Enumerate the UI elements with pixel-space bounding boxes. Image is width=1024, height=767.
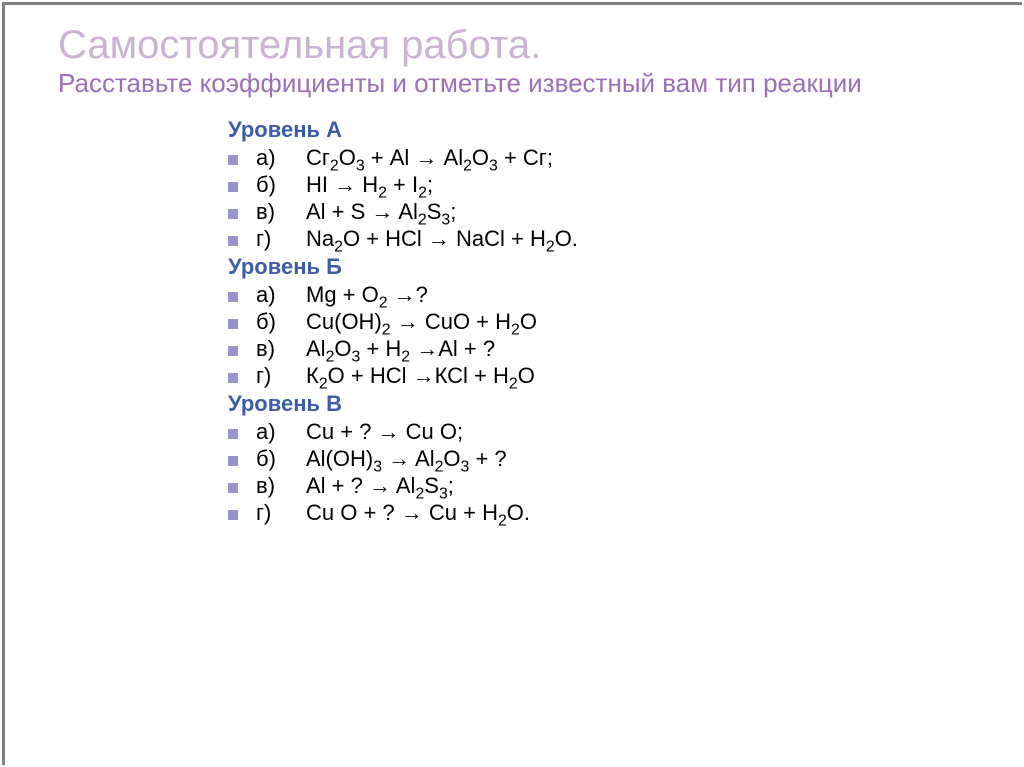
equation: Al + S → Al2S3;	[306, 199, 456, 225]
item-label: в)	[256, 336, 306, 362]
list-item: б)Cu(OH)2 → CuO + H2O	[228, 309, 966, 335]
bullet-icon	[228, 373, 238, 383]
item-label: б)	[256, 309, 306, 335]
bullet-icon	[228, 182, 238, 192]
item-label: г)	[256, 500, 306, 526]
section-header: Уровень Б	[228, 254, 966, 280]
item-label: г)	[256, 363, 306, 389]
border-top	[2, 2, 1022, 5]
equation: HI → H2 + I2;	[306, 172, 433, 198]
border-left	[2, 2, 5, 765]
slide-title: Самостоятельная работа.	[58, 24, 966, 66]
list-item: в)Al + S → Al2S3;	[228, 199, 966, 225]
bullet-icon	[228, 456, 238, 466]
bullet-icon	[228, 155, 238, 165]
equation: Сг2О3 + Аl → Аl2О3 + Сг;	[306, 145, 553, 171]
item-label: б)	[256, 172, 306, 198]
bullet-icon	[228, 429, 238, 439]
bullet-icon	[228, 319, 238, 329]
equation: Mg + O2 →?	[306, 282, 428, 308]
item-label: г)	[256, 226, 306, 252]
equation: Na2O + HCl → NaCl + H2O.	[306, 226, 578, 252]
list-item: г)Na2O + HCl → NaCl + H2O.	[228, 226, 966, 252]
bullet-icon	[228, 236, 238, 246]
slide: Самостоятельная работа. Расставьте коэфф…	[0, 0, 1024, 767]
equation: Al(OH)3 → Al2O3 + ?	[306, 446, 507, 472]
item-label: б)	[256, 446, 306, 472]
slide-subtitle: Расставьте коэффициенты и отметьте извес…	[58, 68, 966, 99]
section-header: Уровень В	[228, 391, 966, 417]
list-item: б)Al(OH)3 → Al2O3 + ?	[228, 446, 966, 472]
bullet-icon	[228, 483, 238, 493]
bullet-icon	[228, 209, 238, 219]
item-label: а)	[256, 282, 306, 308]
list-item: б)HI → H2 + I2;	[228, 172, 966, 198]
bullet-icon	[228, 510, 238, 520]
equation: Al2O3 + H2 →Al + ?	[306, 336, 495, 362]
list-item: г)Cu O + ? → Cu + H2O.	[228, 500, 966, 526]
item-label: в)	[256, 473, 306, 499]
list-item: в)Al2O3 + H2 →Al + ?	[228, 336, 966, 362]
bullet-icon	[228, 292, 238, 302]
list-item: г)К2О + НСl →КСl + H2O	[228, 363, 966, 389]
item-label: а)	[256, 419, 306, 445]
equation: Cu O + ? → Cu + H2O.	[306, 500, 530, 526]
list-item: а)Сг2О3 + Аl → Аl2О3 + Сг;	[228, 145, 966, 171]
list-item: а)Mg + O2 →?	[228, 282, 966, 308]
equation: К2О + НСl →КСl + H2O	[306, 363, 535, 389]
item-label: а)	[256, 145, 306, 171]
bullet-icon	[228, 346, 238, 356]
equation: Cu(OH)2 → CuO + H2O	[306, 309, 537, 335]
equation: Cu + ? → Cu O;	[306, 419, 463, 445]
list-item: а)Cu + ? → Cu O;	[228, 419, 966, 445]
list-item: в)Al + ? → Al2S3;	[228, 473, 966, 499]
section-header: Уровень А	[228, 117, 966, 143]
content-area: Уровень Аа)Сг2О3 + Аl → Аl2О3 + Сг;б)HI …	[58, 117, 966, 526]
equation: Al + ? → Al2S3;	[306, 473, 454, 499]
item-label: в)	[256, 199, 306, 225]
